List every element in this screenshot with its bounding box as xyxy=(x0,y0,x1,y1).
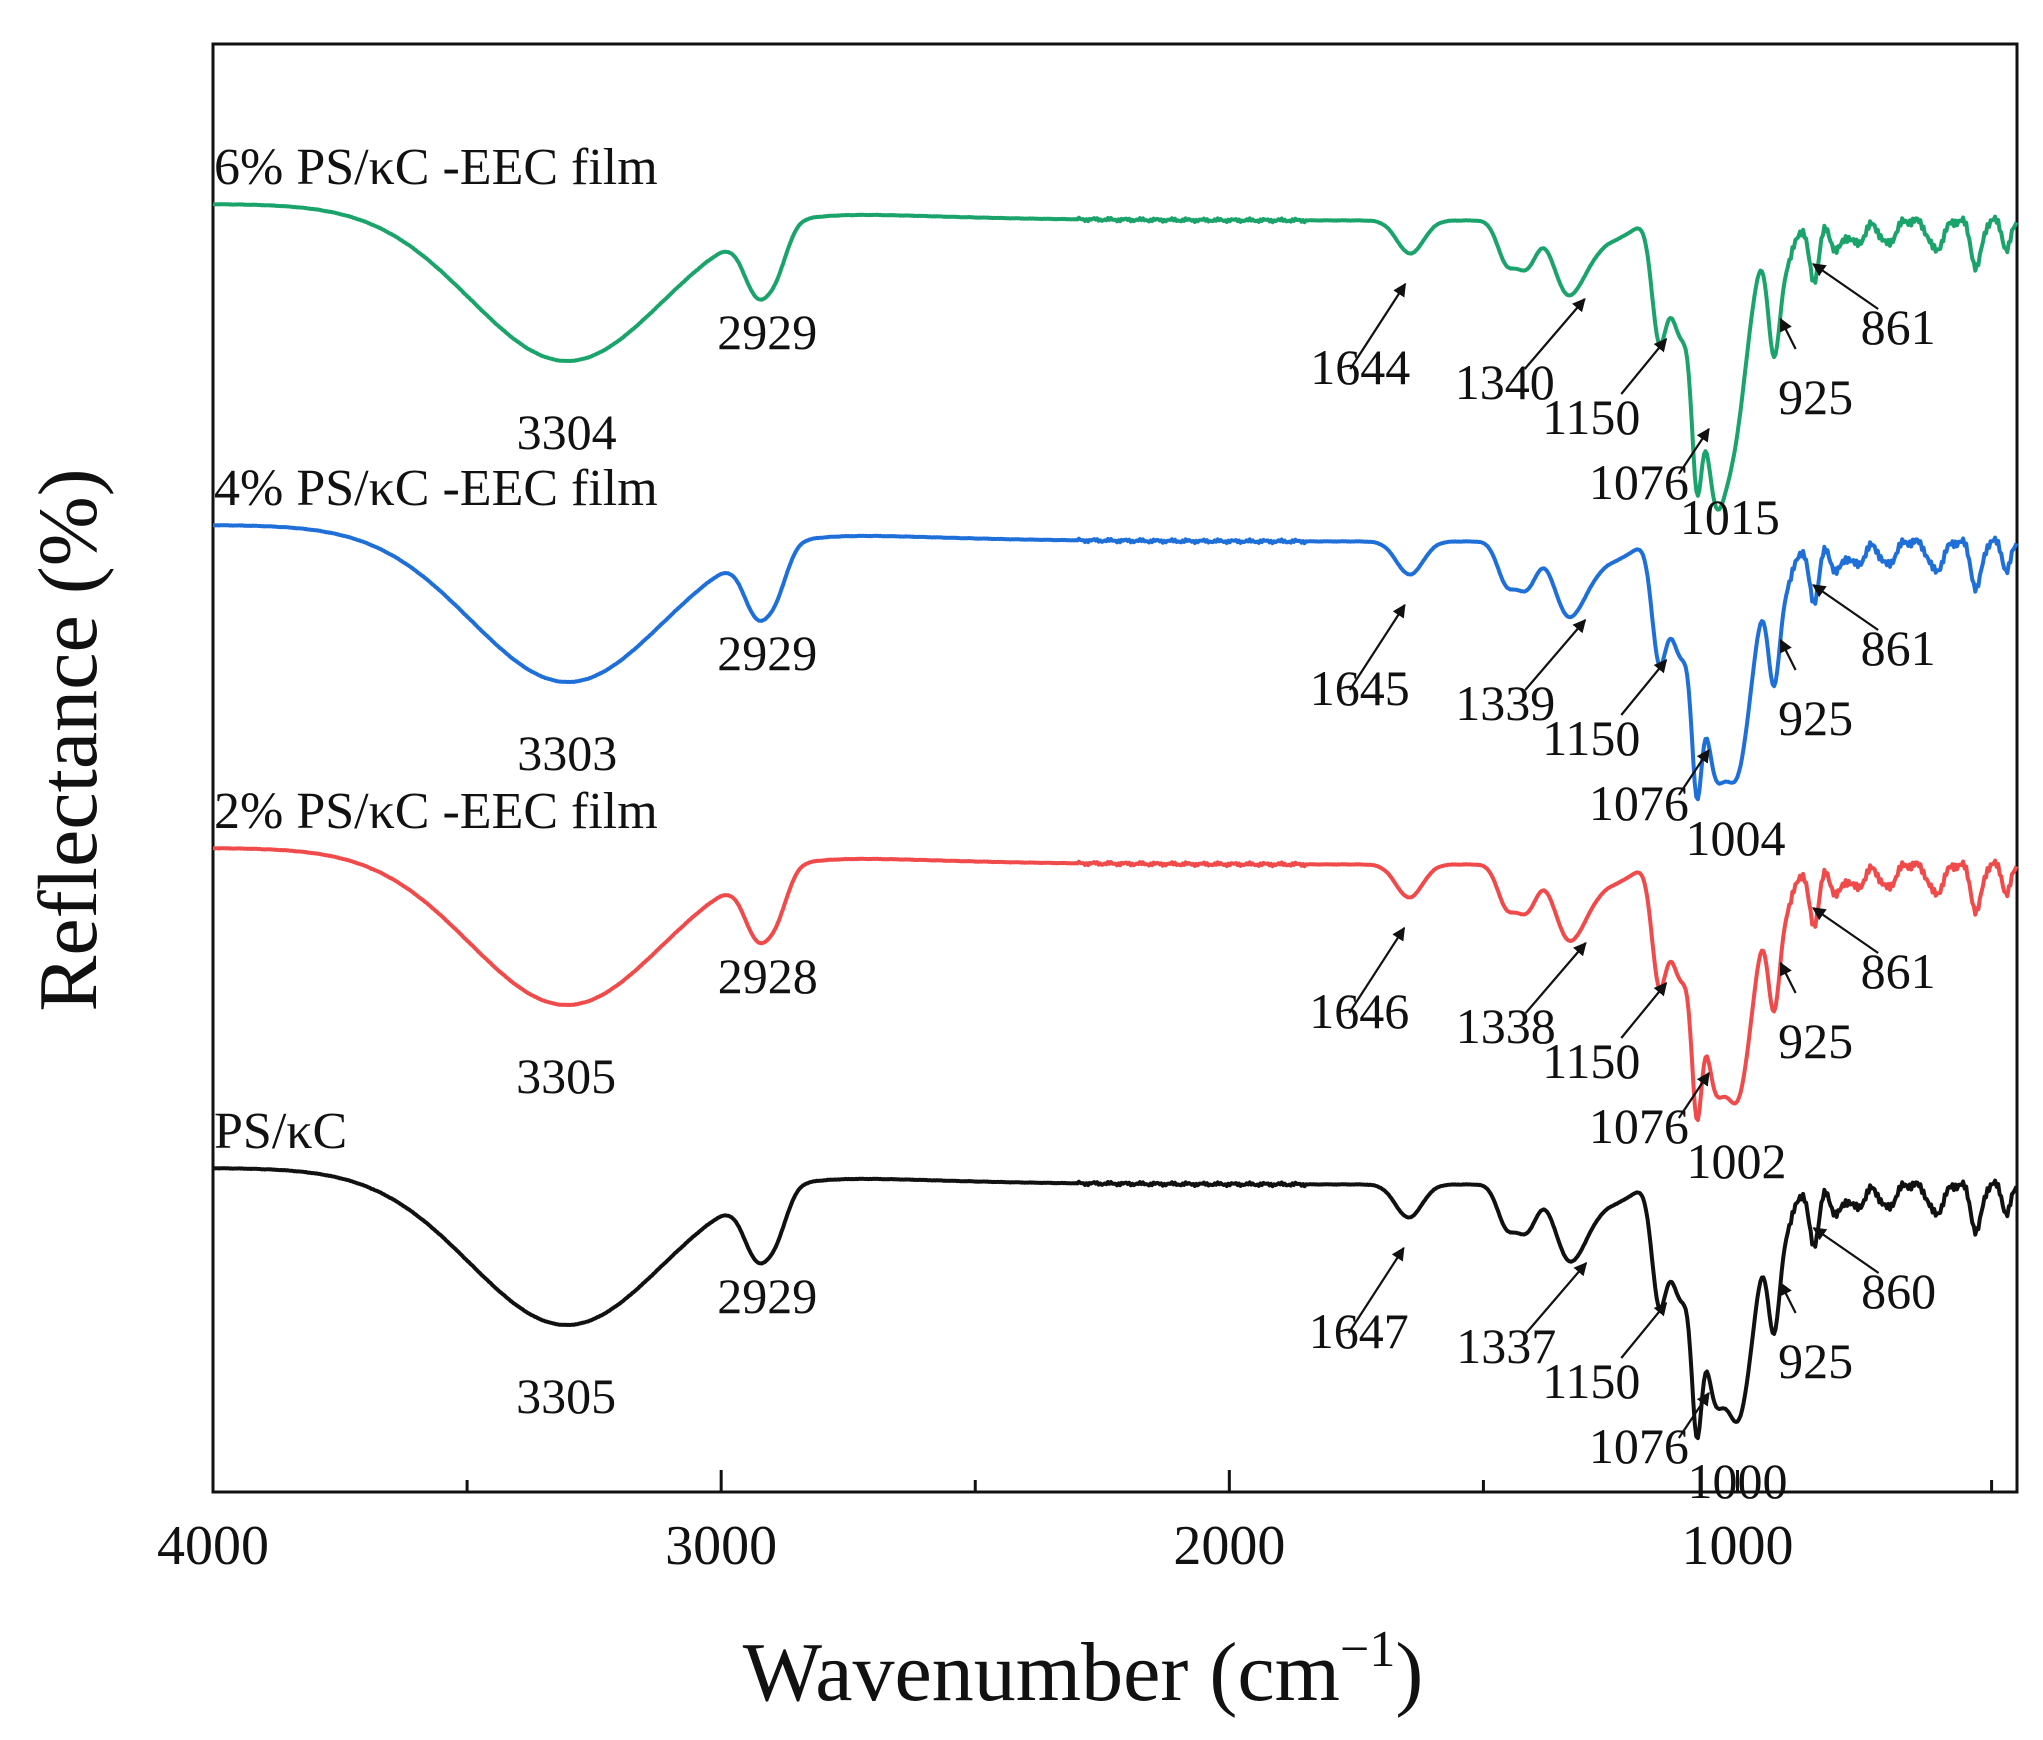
peak-label: 1645 xyxy=(1310,660,1410,716)
peak-label: 1002 xyxy=(1686,1133,1786,1189)
x-tick-label: 3000 xyxy=(665,1515,777,1577)
peak-label: 1076 xyxy=(1589,454,1689,510)
plot-frame xyxy=(211,42,2019,1494)
peak-arrow xyxy=(1812,584,1879,631)
series-label: 2% PS/κC -EEC film xyxy=(214,783,658,840)
peak-arrow xyxy=(1524,618,1587,691)
peak-label: 3305 xyxy=(516,1048,616,1104)
peak-label: 925 xyxy=(1778,1013,1853,1069)
peak-arrow xyxy=(1348,926,1406,1014)
peak-label: 1015 xyxy=(1680,489,1780,545)
x-tick-label: 1000 xyxy=(1682,1515,1794,1577)
peak-label: 2929 xyxy=(717,625,817,681)
peak-label: 1338 xyxy=(1456,998,1556,1054)
peak-arrow xyxy=(1812,1227,1880,1274)
x-axis-title-close: ) xyxy=(1395,1626,1423,1719)
peak-arrow xyxy=(1620,337,1668,395)
peak-arrow xyxy=(1349,282,1407,370)
peak-arrow xyxy=(1779,638,1797,671)
peak-label: 861 xyxy=(1861,299,1936,355)
peak-label: 861 xyxy=(1861,620,1936,676)
peak-label: 1337 xyxy=(1456,1318,1556,1374)
x-axis-ticks: 4000 3000 2000 1000 xyxy=(157,1470,1994,1577)
peak-label: 1646 xyxy=(1309,983,1409,1039)
peak-label: 2928 xyxy=(718,948,818,1004)
peak-label: 3304 xyxy=(517,404,617,460)
peak-arrow xyxy=(1347,1246,1405,1334)
peak-label: 1004 xyxy=(1685,810,1785,866)
peak-label: 1339 xyxy=(1455,675,1555,731)
peak-label: 1340 xyxy=(1455,354,1555,410)
peak-arrow xyxy=(1620,981,1668,1039)
peak-arrow xyxy=(1677,427,1710,475)
series-line-0 xyxy=(212,202,2019,512)
peak-arrow xyxy=(1779,317,1797,350)
peak-arrow xyxy=(1812,907,1879,954)
peak-label: 1150 xyxy=(1542,1353,1640,1409)
peak-arrow xyxy=(1524,941,1587,1014)
peak-label: 3305 xyxy=(516,1368,616,1424)
peak-label: 1076 xyxy=(1589,1418,1689,1474)
series-line-2 xyxy=(212,846,2019,1122)
peak-label: 925 xyxy=(1778,369,1853,425)
series-curves: 6% PS/κC -EEC film 4% PS/κC -EEC film 2% P… xyxy=(212,139,2019,1441)
peak-label: 1000 xyxy=(1688,1453,1788,1509)
peak-arrow xyxy=(1779,961,1797,994)
peak-label: 1150 xyxy=(1542,710,1640,766)
peak-arrow xyxy=(1779,1281,1797,1314)
peak-label: 1647 xyxy=(1309,1303,1409,1359)
peak-label: 1150 xyxy=(1542,389,1640,445)
x-axis-title-text: Wavenumber (cm xyxy=(743,1626,1340,1719)
peak-arrow xyxy=(1677,1071,1710,1119)
y-axis-title: Reflectance (%) xyxy=(22,468,115,1011)
series-label: 4% PS/κC -EEC film xyxy=(214,460,658,517)
peak-label: 1150 xyxy=(1542,1033,1640,1089)
series-label: 6% PS/κC -EEC film xyxy=(214,139,658,196)
peak-arrow xyxy=(1523,297,1586,370)
x-tick-label: 4000 xyxy=(157,1515,269,1577)
peak-arrow xyxy=(1620,1301,1668,1359)
peak-label: 3303 xyxy=(517,725,617,781)
peak-label: 860 xyxy=(1861,1263,1936,1319)
series-label: PS/κC xyxy=(214,1103,347,1160)
peak-label: 1644 xyxy=(1310,339,1410,395)
peak-arrow xyxy=(1620,658,1668,716)
x-tick-label: 2000 xyxy=(1173,1515,1285,1577)
peak-label: 861 xyxy=(1861,943,1936,999)
peak-label: 2929 xyxy=(717,1268,817,1324)
peak-label: 1076 xyxy=(1589,1098,1689,1154)
series-line-3 xyxy=(212,1166,2019,1441)
x-axis-title-superscript: −1 xyxy=(1340,1621,1395,1678)
peak-label: 1076 xyxy=(1589,775,1689,831)
x-axis-title: Wavenumber (cm−1) xyxy=(743,1621,1424,1719)
peak-arrow xyxy=(1812,263,1879,310)
peak-arrow xyxy=(1677,1391,1710,1439)
peak-label: 2929 xyxy=(717,304,817,360)
peak-arrow xyxy=(1525,1261,1588,1334)
peak-label: 925 xyxy=(1778,1333,1853,1389)
peak-arrow xyxy=(1677,748,1710,796)
peak-label: 925 xyxy=(1778,690,1853,746)
series-line-1 xyxy=(212,523,2019,802)
peak-arrow xyxy=(1348,603,1406,691)
